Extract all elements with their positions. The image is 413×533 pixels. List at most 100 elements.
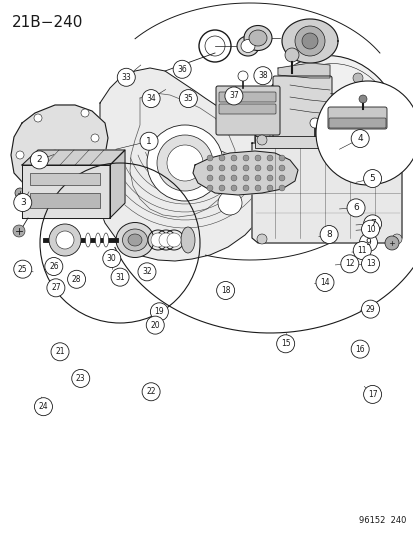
Circle shape [224, 87, 242, 105]
Text: 24: 24 [38, 402, 48, 411]
Text: 15: 15 [280, 340, 290, 348]
Circle shape [352, 241, 370, 260]
FancyBboxPatch shape [327, 107, 386, 129]
Polygon shape [252, 143, 401, 243]
Circle shape [206, 165, 212, 171]
Circle shape [230, 185, 236, 191]
Text: 4: 4 [356, 134, 362, 143]
Circle shape [319, 225, 337, 244]
Circle shape [278, 175, 284, 181]
Ellipse shape [85, 233, 90, 247]
Circle shape [358, 233, 377, 252]
Circle shape [363, 215, 381, 233]
Polygon shape [22, 150, 125, 165]
Circle shape [391, 234, 401, 244]
Circle shape [51, 343, 69, 361]
Circle shape [315, 273, 333, 292]
Circle shape [91, 134, 99, 142]
Circle shape [15, 188, 25, 198]
Circle shape [81, 109, 89, 117]
Circle shape [179, 90, 197, 108]
Circle shape [256, 234, 266, 244]
Text: 18: 18 [221, 286, 230, 295]
Circle shape [206, 175, 212, 181]
Text: 37: 37 [228, 92, 238, 100]
Circle shape [14, 260, 32, 278]
Circle shape [218, 185, 224, 191]
Circle shape [138, 263, 156, 281]
Ellipse shape [236, 36, 259, 56]
Text: 17: 17 [367, 390, 377, 399]
Ellipse shape [254, 55, 404, 230]
Circle shape [361, 220, 379, 238]
Circle shape [218, 175, 224, 181]
Circle shape [346, 199, 364, 217]
Text: 22: 22 [146, 387, 155, 396]
Text: 33: 33 [121, 73, 131, 82]
Ellipse shape [46, 150, 64, 180]
Circle shape [13, 225, 25, 237]
Circle shape [173, 60, 191, 78]
Circle shape [230, 175, 236, 181]
FancyBboxPatch shape [272, 76, 331, 140]
Circle shape [350, 130, 368, 148]
FancyBboxPatch shape [216, 86, 279, 135]
Ellipse shape [340, 127, 362, 139]
Circle shape [309, 118, 319, 128]
Ellipse shape [248, 30, 266, 46]
Text: 32: 32 [142, 268, 152, 276]
Circle shape [142, 383, 160, 401]
Circle shape [166, 233, 180, 247]
Ellipse shape [116, 222, 154, 257]
Ellipse shape [340, 87, 362, 99]
Polygon shape [22, 165, 110, 218]
Circle shape [84, 174, 92, 182]
Ellipse shape [122, 229, 147, 251]
Circle shape [363, 169, 381, 188]
Circle shape [16, 151, 24, 159]
Circle shape [254, 155, 260, 161]
Circle shape [276, 335, 294, 353]
Circle shape [242, 175, 248, 181]
Bar [30, 173, 100, 185]
Text: 38: 38 [257, 71, 267, 80]
Bar [30, 193, 100, 208]
Circle shape [102, 249, 121, 268]
Circle shape [230, 165, 236, 171]
Circle shape [230, 155, 236, 161]
Circle shape [278, 185, 284, 191]
Text: 21B−240: 21B−240 [12, 15, 83, 30]
Circle shape [216, 281, 234, 300]
Text: 19: 19 [154, 308, 164, 316]
Ellipse shape [103, 233, 108, 247]
Text: 16: 16 [354, 345, 364, 353]
Circle shape [56, 231, 74, 249]
Polygon shape [97, 68, 271, 261]
Circle shape [218, 191, 242, 215]
Circle shape [140, 132, 158, 150]
Circle shape [361, 300, 379, 318]
Circle shape [166, 145, 202, 181]
Circle shape [253, 67, 271, 85]
Circle shape [363, 385, 381, 403]
Circle shape [159, 233, 173, 247]
Text: 27: 27 [51, 284, 61, 292]
Circle shape [147, 125, 223, 201]
Text: 36: 36 [177, 65, 187, 74]
Circle shape [361, 255, 379, 273]
Circle shape [294, 26, 324, 56]
FancyBboxPatch shape [328, 118, 385, 128]
Text: 12: 12 [344, 260, 354, 268]
Circle shape [278, 165, 284, 171]
Circle shape [354, 120, 364, 130]
Text: 28: 28 [72, 275, 81, 284]
Circle shape [34, 181, 42, 189]
Circle shape [254, 175, 260, 181]
Text: 31: 31 [115, 273, 125, 281]
Circle shape [254, 185, 260, 191]
Ellipse shape [95, 233, 100, 247]
Text: 21: 21 [55, 348, 64, 356]
Polygon shape [192, 151, 297, 195]
Text: 20: 20 [150, 321, 160, 329]
Circle shape [142, 90, 160, 108]
